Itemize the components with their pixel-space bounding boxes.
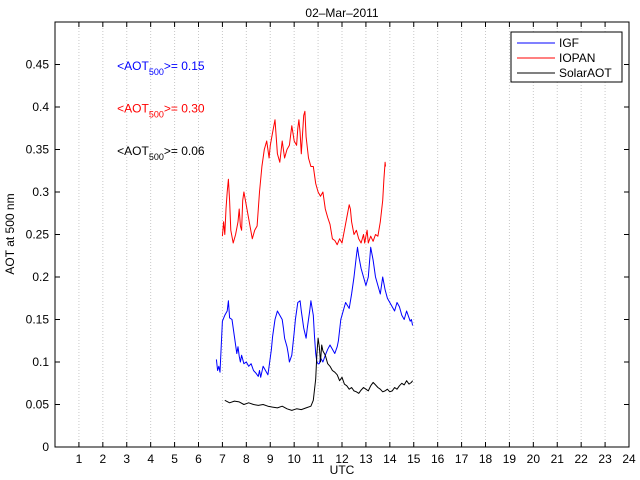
annotation-value: >= 0.30 (164, 102, 205, 116)
x-tick-label: 1 (76, 452, 83, 466)
annotation-subscript: 500 (149, 152, 164, 162)
x-tick-label: 22 (574, 452, 588, 466)
x-tick-label: 20 (527, 452, 541, 466)
y-tick-label: 0.35 (26, 143, 50, 157)
x-tick-label: 11 (312, 452, 325, 466)
x-tick-label: 23 (598, 452, 612, 466)
x-tick-label: 9 (267, 452, 274, 466)
x-tick-label: 19 (503, 452, 517, 466)
annotation-value: >= 0.06 (164, 144, 205, 158)
x-tick-label: 13 (359, 452, 373, 466)
y-tick-label: 0 (42, 440, 49, 454)
annotation-prefix: <AOT (117, 102, 149, 116)
x-tick-label: 15 (407, 452, 421, 466)
y-tick-label: 0.45 (26, 58, 50, 72)
y-tick-label: 0.1 (32, 355, 49, 369)
legend-label-iopan: IOPAN (559, 51, 595, 65)
annotation-subscript: 500 (149, 110, 164, 120)
legend-box (510, 31, 623, 83)
x-tick-label: 10 (287, 452, 301, 466)
legend-label-solaraot: SolarAOT (559, 66, 612, 80)
annotation-value: >= 0.15 (164, 59, 205, 73)
x-tick-label: 3 (123, 452, 130, 466)
x-tick-label: 6 (195, 452, 202, 466)
x-tick-label: 8 (243, 452, 250, 466)
series-line-iopan (221, 110, 386, 246)
x-tick-label: 14 (383, 452, 397, 466)
annotation-prefix: <AOT (117, 59, 149, 73)
x-axis-label: UTC (330, 463, 355, 477)
y-axis-label: AOT at 500 nm (3, 193, 17, 274)
mean-aot-annotation: <AOT500>= 0.30 (117, 102, 205, 120)
y-tick-label: 0.15 (26, 313, 50, 327)
x-tick-label: 4 (147, 452, 154, 466)
x-tick-label: 24 (622, 452, 636, 466)
y-tick-label: 0.05 (26, 398, 50, 412)
series-line-igf (215, 246, 414, 378)
x-tick-label: 17 (455, 452, 469, 466)
y-tick-label: 0.3 (32, 185, 49, 199)
y-tick-label: 0.25 (26, 228, 50, 242)
annotation-prefix: <AOT (117, 144, 149, 158)
x-tick-label: 21 (551, 452, 565, 466)
x-tick-label: 12 (335, 452, 349, 466)
x-tick-label: 7 (219, 452, 226, 466)
series-group (215, 110, 414, 411)
annotation-subscript: 500 (149, 67, 164, 77)
x-tick-label: 2 (99, 452, 106, 466)
ticks: 1 2 3 4 5 6 7 8 9 10 11 12 13 14 15 16 17 18 19 20 21 22 23 240… (26, 22, 636, 466)
mean-aot-annotations: <AOT500>= 0.15<AOT500>= 0.30<AOT500>= 0.… (117, 59, 205, 162)
y-tick-label: 0.4 (32, 100, 49, 114)
x-tick-label: 16 (431, 452, 445, 466)
series-line-solaraot (224, 337, 414, 411)
chart-title: 02–Mar–2011 (305, 6, 378, 20)
x-tick-label: 5 (171, 452, 178, 466)
y-tick-label: 0.2 (32, 270, 49, 284)
legend-label-igf: IGF (559, 36, 579, 50)
grid (78, 22, 606, 447)
x-tick-label: 18 (479, 452, 493, 466)
mean-aot-annotation: <AOT500>= 0.06 (117, 144, 205, 162)
mean-aot-annotation: <AOT500>= 0.15 (117, 59, 205, 77)
